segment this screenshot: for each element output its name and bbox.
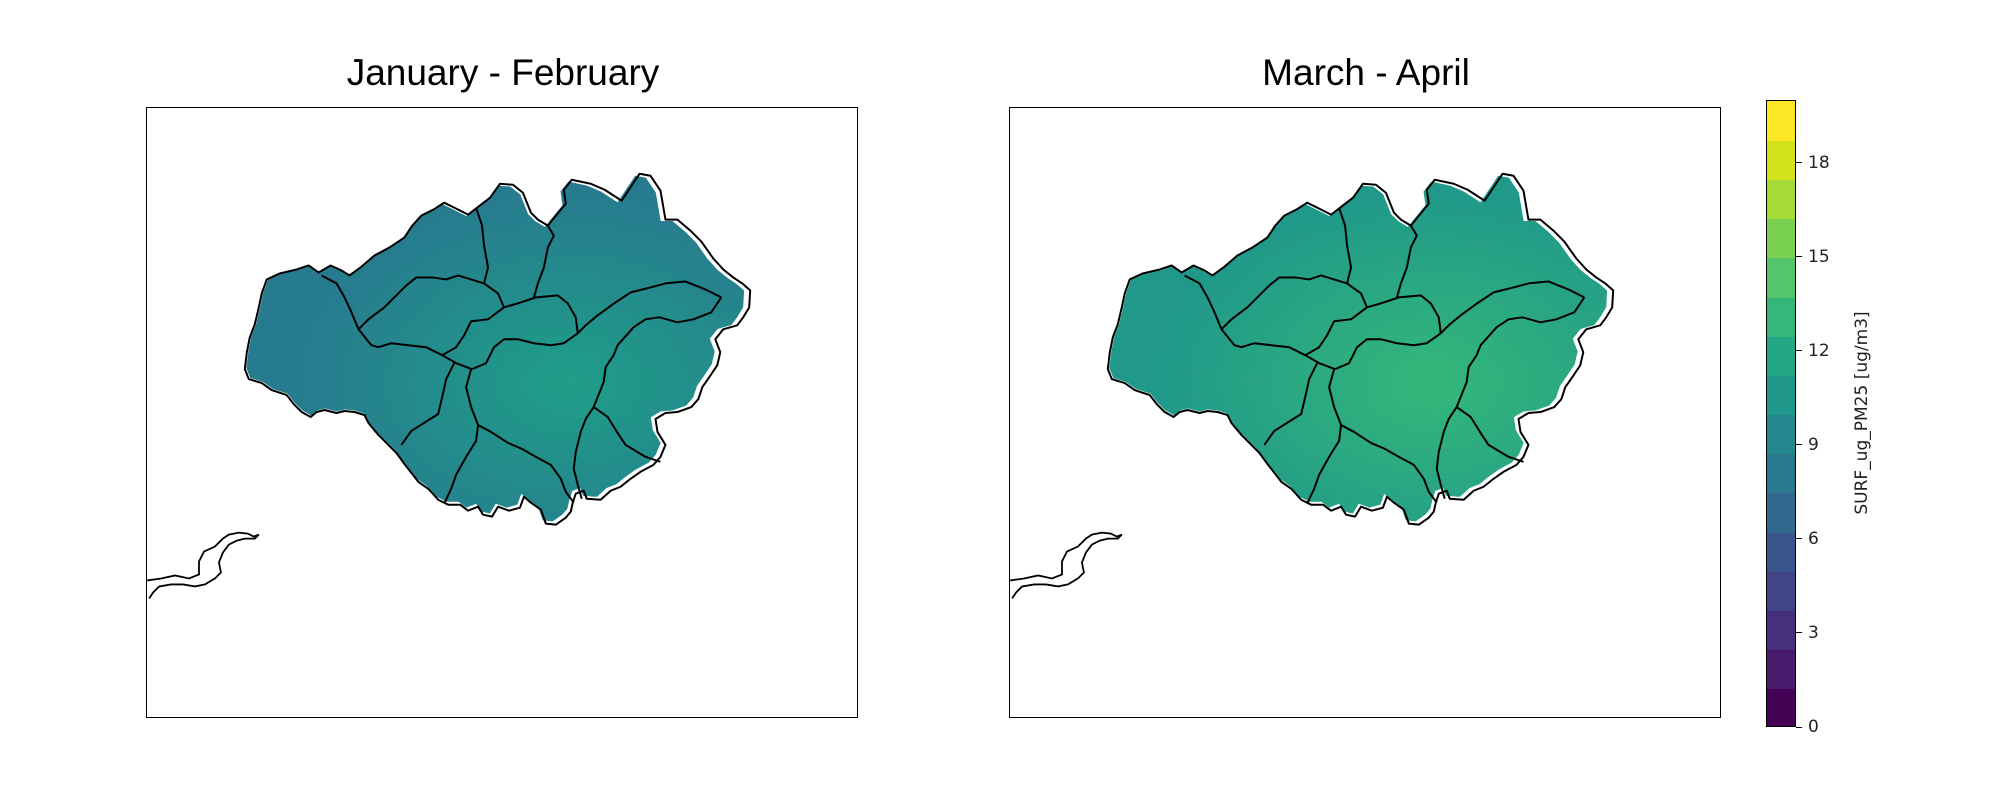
colorbar-tick-label: 18 xyxy=(1808,152,1830,173)
district-boundary xyxy=(1435,406,1458,499)
district-boundary xyxy=(471,280,722,371)
district-boundary xyxy=(1241,342,1336,371)
district-boundary xyxy=(1306,368,1343,505)
district-boundary xyxy=(475,207,490,284)
colorbar-tick xyxy=(1796,538,1802,540)
district-boundary xyxy=(443,368,480,505)
colorbar-label: SURF_ug_PM25 [ug/m3] xyxy=(1852,311,1872,515)
colorbar-band xyxy=(1767,296,1795,337)
district-boundary xyxy=(1184,274,1242,349)
colorbar-band xyxy=(1767,571,1795,612)
colorbar-band xyxy=(1767,688,1795,726)
colorbar-tick-label: 9 xyxy=(1808,434,1819,455)
district-boundary xyxy=(1456,406,1524,463)
colorbar-band xyxy=(1767,336,1795,376)
colorbar-band xyxy=(1767,610,1795,651)
colorbar-band xyxy=(1767,257,1795,298)
map-svg-mar-apr xyxy=(1010,172,1615,599)
district-boundary xyxy=(1340,424,1438,504)
district-boundary xyxy=(1338,207,1353,284)
region-outline xyxy=(243,172,752,526)
colorbar-band xyxy=(1767,532,1795,572)
district-boundary xyxy=(572,406,595,499)
colorbar-tick-label: 0 xyxy=(1808,717,1819,737)
pm25-field xyxy=(246,175,745,522)
district-boundary xyxy=(1263,362,1319,446)
district-boundary xyxy=(1366,294,1442,334)
map-svg-jan-feb xyxy=(147,172,752,599)
colorbar-band xyxy=(1767,414,1795,455)
colorbar-band xyxy=(1767,101,1795,141)
colorbar-band xyxy=(1767,453,1795,494)
pm25-field xyxy=(1109,175,1608,522)
colorbar-band xyxy=(1767,649,1795,690)
colorbar-tick xyxy=(1796,444,1802,446)
district-boundary xyxy=(532,225,555,298)
district-boundary xyxy=(1268,274,1368,357)
colorbar-band xyxy=(1767,492,1795,533)
district-boundary xyxy=(592,296,723,408)
colorbar-band xyxy=(1767,218,1795,259)
colorbar-tick-label: 6 xyxy=(1808,528,1819,549)
colorbar-tick-label: 12 xyxy=(1808,340,1830,361)
colorbar-band xyxy=(1767,140,1795,180)
colorbar-band xyxy=(1767,179,1795,220)
colorbar-tick-label: 3 xyxy=(1808,622,1819,643)
district-boundary xyxy=(1220,284,1271,330)
district-boundary xyxy=(400,362,456,446)
district-boundary xyxy=(503,294,579,334)
district-boundary xyxy=(405,274,505,357)
colorbar-tick xyxy=(1796,632,1802,634)
colorbar-tick-label: 15 xyxy=(1808,246,1830,267)
district-boundary xyxy=(477,424,575,504)
coastline xyxy=(147,531,260,599)
colorbar-tick xyxy=(1796,726,1802,728)
district-boundary xyxy=(593,406,661,463)
region-outline xyxy=(1106,172,1615,526)
district-boundary xyxy=(357,284,408,330)
district-boundary xyxy=(1334,280,1585,371)
map-panel-jan-feb xyxy=(146,107,858,718)
map-panel-mar-apr xyxy=(1009,107,1721,718)
colorbar xyxy=(1766,100,1796,727)
coastline xyxy=(1010,531,1123,599)
colorbar-tick xyxy=(1796,162,1802,164)
colorbar-tick xyxy=(1796,256,1802,258)
district-boundary xyxy=(1455,296,1586,408)
panel-title-mar-apr: March - April xyxy=(1262,52,1470,93)
district-boundary xyxy=(1395,225,1418,298)
colorbar-tick xyxy=(1796,350,1802,352)
district-boundary xyxy=(378,342,473,371)
district-boundary xyxy=(321,274,379,349)
colorbar-band xyxy=(1767,375,1795,416)
panel-title-jan-feb: January - February xyxy=(346,52,660,93)
